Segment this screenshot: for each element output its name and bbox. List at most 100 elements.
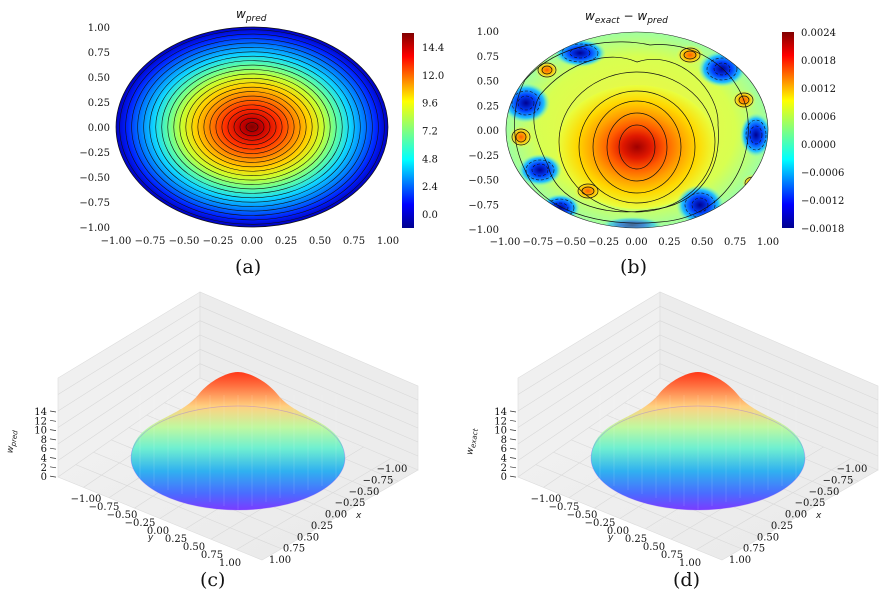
- panel-d-z-tick-mark: [509, 429, 517, 431]
- panel-b-contour-line: [537, 62, 557, 78]
- panel-c-wall-grid-line: [57, 363, 201, 461]
- panel-d-z-axis-label: wexact: [465, 428, 480, 456]
- panel-d: 14121086420−1.00−0.75−0.50−0.250.000.250…: [465, 291, 879, 569]
- panel-b-y-tick-label: 1.00: [477, 27, 499, 38]
- panel-b-contour-line: [558, 71, 716, 213]
- panel-a-contour-line: [155, 55, 349, 199]
- panel-b-contour-line: [691, 197, 709, 213]
- panel-c-floor-grid-line: [236, 458, 391, 550]
- panel-a-contour-line: [143, 47, 361, 207]
- panel-b-contour-line: [577, 183, 599, 199]
- panel-c-surface-rim: [130, 405, 346, 511]
- panel-c-x-tick-label: 1.00: [269, 555, 291, 566]
- panel-a-colorbar-tick-label: 4.8: [422, 154, 438, 165]
- panel-b-contour-line: [541, 65, 553, 75]
- panel-c-x-tick-label: −1.00: [377, 464, 408, 475]
- panel-c-z-tick-label: 8: [41, 435, 47, 446]
- panel-d-x-tick-label: −0.75: [823, 475, 854, 486]
- panel-d-z-tick-label: 10: [494, 426, 507, 437]
- panel-d-surface-mesh: [599, 395, 797, 510]
- panel-b-contour-line: [618, 124, 656, 170]
- panel-d-x-tick-label: −0.50: [809, 487, 840, 498]
- panel-a-colorbar-tick-label: 0.0: [422, 210, 438, 221]
- panel-b-colorbar-tick-label: −0.0018: [801, 224, 844, 235]
- panel-a-contour-line: [149, 51, 355, 203]
- panel-b-caption: (b): [620, 256, 647, 278]
- panel-b-colorbar-tick-label: 0.0024: [801, 28, 836, 39]
- panel-d-x-tick-label: 0.75: [743, 544, 765, 555]
- panel-b-contour-line: [679, 47, 701, 63]
- panel-d-z-axis-label-sub: exact: [469, 428, 480, 449]
- panel-c-z-tick-mark: [49, 410, 57, 413]
- panel-c-wall-grid-line: [199, 334, 419, 429]
- panel-b-contour-line: [581, 186, 595, 196]
- panel-b-x-tick-label: 1.00: [757, 237, 779, 248]
- panel-b-colorbar-ticks: 0.0024 0.0018 0.0012 0.0006 0.0000 −0.0006 −0.…: [801, 28, 844, 235]
- panel-d-z-tick-mark: [509, 475, 517, 478]
- panel-a-contours: [115, 26, 389, 228]
- panel-c-wall-grid-line: [199, 306, 419, 401]
- panel-c-z-tick-label: 0: [41, 472, 47, 483]
- panel-a-contour-line: [161, 60, 343, 194]
- panel-b-x-tick-label: 0.50: [691, 237, 713, 248]
- panel-b-colorbar: [782, 32, 794, 228]
- panel-d-surface-rim: [590, 405, 806, 511]
- panel-b-x-tick-label: −0.75: [523, 237, 554, 248]
- panel-a-contour-line: [179, 73, 325, 181]
- panel-c-surface-body: [131, 372, 345, 510]
- panel-b-colorbar-tick-label: −0.0006: [801, 168, 844, 179]
- panel-d-x-tick-label: 0.25: [771, 521, 793, 532]
- panel-c-z-tick-label: 10: [34, 426, 47, 437]
- panel-c-y-axis-label: y: [147, 533, 154, 543]
- panel-c-z-tick-label: 4: [41, 454, 47, 465]
- panel-d-z-axis-label-main: w: [465, 446, 476, 455]
- panel-c-surface: [130, 372, 346, 511]
- panel-a-colorbar-tick-label: 14.4: [422, 43, 444, 54]
- panel-a-y-tick-label: 0.00: [88, 123, 110, 134]
- panel-d-y-axis-label: y: [607, 533, 614, 543]
- panel-d-x-tick-label: 0.00: [785, 510, 807, 521]
- panel-a-contour-line: [203, 91, 301, 163]
- panel-b-contour-line: [533, 56, 719, 213]
- panel-b-contour-line: [514, 41, 749, 224]
- panel-c-y-tick-label: 0.25: [165, 534, 187, 545]
- panel-d-wall-grid-line: [659, 306, 879, 401]
- panel-c-x-tick-label: 0.75: [283, 544, 305, 555]
- panel-b-contour-line: [738, 95, 750, 105]
- panel-c-tick-labels: 14121086420−1.00−0.75−0.50−0.250.000.250…: [34, 407, 407, 569]
- panel-d-y-tick-label: 1.00: [679, 558, 701, 569]
- panel-a-y-tick-label: −0.75: [79, 198, 110, 209]
- panel-b-y-tick-label: −1.00: [468, 225, 499, 236]
- panel-b-contour-line: [517, 95, 535, 111]
- panel-a-contour-line: [221, 104, 283, 150]
- panel-c-y-tick-label: −0.75: [89, 502, 120, 513]
- panel-d-x-tick-label: −1.00: [837, 464, 868, 475]
- panel-a-y-tick-label: −0.50: [79, 173, 110, 184]
- panel-b-contour-line: [683, 50, 697, 60]
- panel-b-y-tick-label: 0.50: [477, 77, 499, 88]
- panel-d-y-tick-label: 0.50: [643, 542, 665, 553]
- panel-d-wall-grid-line: [659, 334, 879, 429]
- panel-c-wall-grid-line: [57, 334, 201, 428]
- panel-a-x-tick-label: −0.25: [203, 236, 234, 247]
- panel-c-y-tick-label: −1.00: [71, 494, 102, 505]
- panel-b-x-tick-label: −1.00: [490, 237, 521, 248]
- panel-a-boundary: [115, 26, 389, 228]
- panel-c-y-tick-label: −0.25: [125, 518, 156, 529]
- panel-d-z-tick-mark: [509, 438, 517, 441]
- panel-c-z-tick-mark: [49, 419, 57, 422]
- panel-c-y-tick-label: 0.00: [147, 526, 169, 537]
- panel-b-contour-line: [515, 131, 527, 143]
- panel-a-contour-line: [245, 122, 259, 132]
- panel-d-y-tick-label: 0.25: [625, 534, 647, 545]
- panel-a-y-tick-label: −0.25: [79, 148, 110, 159]
- panel-a-y-tick-label: 0.50: [88, 73, 110, 84]
- panel-a-contour-line: [137, 42, 367, 212]
- panel-b-colorbar-tick-label: 0.0006: [801, 112, 836, 123]
- panel-b-contour-line: [706, 57, 738, 81]
- panel-a: wpred −1.00 −0.75 −0.50 −0.25 0.00 0.25 0.50 0.…: [79, 7, 444, 278]
- panel-b-x-tick-label: 0.75: [724, 237, 746, 248]
- panel-a-ticks: −1.00 −0.75 −0.50 −0.25 0.00 0.25 0.50 0.75 1.00…: [79, 23, 399, 247]
- panel-d-floor-grid-line: [696, 458, 851, 550]
- panel-b-colorbar-tick-label: 0.0000: [801, 140, 836, 151]
